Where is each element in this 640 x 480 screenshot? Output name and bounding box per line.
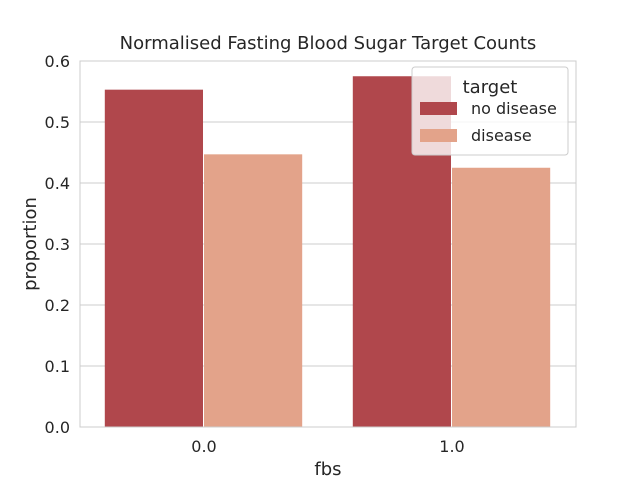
chart-title: Normalised Fasting Blood Sugar Target Co… [120,33,537,54]
y-tick-labels: 0.0 0.1 0.2 0.3 0.4 0.5 0.6 [45,52,70,437]
legend-swatch [420,102,457,115]
legend-swatch [420,129,457,142]
y-tick-label: 0.1 [45,357,70,376]
y-axis-label: proportion [20,197,41,291]
bar-disease-1 [452,167,551,427]
legend-label: no disease [471,99,557,118]
bar-no-disease-0 [104,89,203,428]
plot-frame [79,60,577,428]
x-axis-label: fbs [314,459,341,480]
y-tick-label: 0.0 [45,418,70,437]
y-tick-label: 0.2 [45,296,70,315]
x-tick-label: 0.0 [191,437,216,456]
legend: target no disease disease [411,66,569,156]
bar-disease-0 [204,154,303,427]
y-tick-label: 0.3 [45,235,70,254]
y-tick-label: 0.4 [45,174,70,193]
x-tick-labels: 0.0 1.0 [191,437,464,456]
y-tick-label: 0.5 [45,113,70,132]
bars [104,76,551,428]
x-tick-label: 1.0 [439,437,464,456]
legend-label: disease [471,126,532,145]
legend-title: target [463,77,518,98]
y-tick-label: 0.6 [45,52,70,71]
